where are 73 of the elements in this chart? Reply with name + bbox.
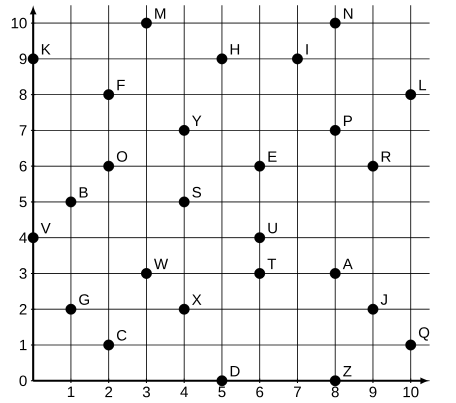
annotation: R bbox=[382, 152, 391, 162]
x-tick-label: 5 bbox=[218, 386, 226, 398]
point bbox=[405, 89, 416, 100]
annotation: M bbox=[155, 8, 166, 19]
point bbox=[178, 196, 190, 208]
annotation: I bbox=[306, 44, 308, 55]
point bbox=[141, 18, 152, 29]
y-tick-label: 0 bbox=[20, 376, 27, 386]
annotation: Z bbox=[343, 366, 352, 376]
annotation: J bbox=[380, 294, 387, 305]
point bbox=[103, 89, 114, 100]
annotation: D bbox=[230, 366, 240, 376]
point bbox=[103, 160, 114, 172]
point bbox=[330, 125, 341, 136]
annotation: K bbox=[42, 44, 51, 55]
annotation: N bbox=[344, 8, 352, 19]
y-tick-label: 6 bbox=[20, 160, 27, 172]
annotation: G bbox=[79, 294, 89, 305]
x-tick-label: 6 bbox=[256, 386, 264, 398]
point bbox=[330, 375, 341, 386]
x-tick-label: 2 bbox=[105, 386, 112, 398]
y-tick-label: 8 bbox=[20, 89, 27, 100]
y-tick-label: 1 bbox=[20, 340, 27, 350]
point bbox=[368, 304, 378, 315]
annotation: V bbox=[40, 223, 51, 234]
point bbox=[254, 232, 266, 244]
annotation: X bbox=[192, 294, 202, 305]
y-tick-label: 7 bbox=[20, 125, 26, 136]
point bbox=[368, 160, 378, 172]
point bbox=[103, 340, 114, 350]
point bbox=[28, 53, 39, 64]
annotation: Y bbox=[192, 116, 202, 126]
y-tick-label: 4 bbox=[19, 232, 27, 243]
point bbox=[405, 340, 416, 350]
point bbox=[254, 268, 266, 279]
y-tick-label: 3 bbox=[19, 268, 27, 279]
point bbox=[178, 125, 190, 136]
annotation: E bbox=[268, 152, 277, 162]
point bbox=[254, 160, 266, 172]
x-tick-label: 10 bbox=[404, 386, 418, 398]
annotation: S bbox=[192, 186, 202, 198]
annotation: T bbox=[268, 258, 276, 270]
y-tick-label: 2 bbox=[20, 304, 26, 315]
point bbox=[216, 53, 228, 64]
y-tick-label: 5 bbox=[20, 196, 27, 208]
point bbox=[216, 375, 228, 386]
annotation: O bbox=[116, 151, 128, 162]
point bbox=[178, 304, 190, 315]
point bbox=[292, 53, 303, 64]
y-tick-label: 10 bbox=[12, 18, 27, 28]
x-tick-label: 8 bbox=[332, 386, 339, 398]
point bbox=[28, 232, 39, 244]
annotation: W bbox=[154, 258, 168, 270]
x-tick-label: 9 bbox=[369, 386, 376, 398]
point bbox=[66, 304, 76, 315]
point bbox=[330, 18, 341, 29]
annotation: C bbox=[116, 330, 126, 341]
y-tick-label: 9 bbox=[20, 54, 27, 64]
point bbox=[330, 268, 341, 279]
annotation: A bbox=[342, 258, 353, 270]
annotation: L bbox=[419, 80, 426, 90]
x-tick-label: 4 bbox=[180, 386, 188, 398]
annotation: U bbox=[268, 222, 277, 234]
x-tick-label: 1 bbox=[68, 386, 74, 398]
annotation: Q bbox=[418, 327, 430, 341]
point bbox=[66, 196, 76, 208]
x-tick-label: 7 bbox=[294, 386, 301, 398]
annotation: F bbox=[117, 80, 125, 90]
annotation: B bbox=[80, 187, 88, 198]
annotation: P bbox=[344, 116, 352, 126]
x-tick-label: 3 bbox=[142, 386, 150, 398]
annotation: H bbox=[230, 44, 240, 55]
point bbox=[141, 268, 152, 279]
